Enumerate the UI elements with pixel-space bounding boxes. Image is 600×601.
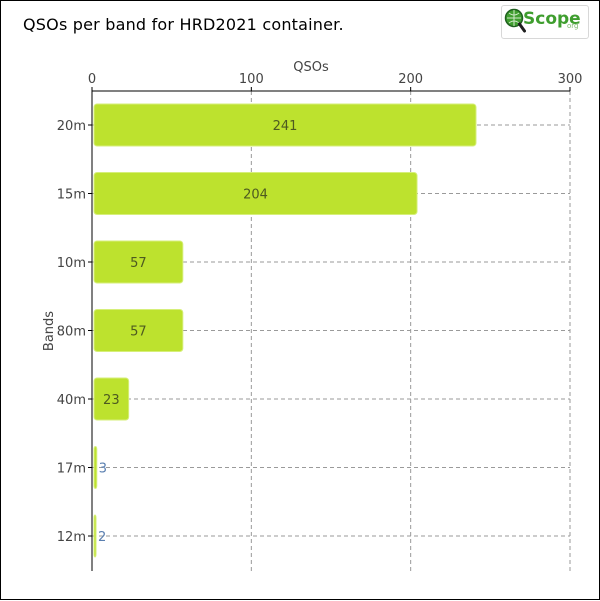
x-tick-label: 0 bbox=[88, 72, 96, 87]
category-label: 10m bbox=[57, 256, 86, 271]
bar-value-label: 241 bbox=[273, 119, 298, 134]
bar bbox=[93, 240, 184, 284]
bar bbox=[93, 514, 97, 558]
category-label: 12m bbox=[57, 530, 86, 545]
bar bbox=[93, 172, 418, 215]
bar bbox=[93, 377, 130, 421]
category-label: 20m bbox=[57, 119, 86, 134]
y-axis-label: Bands bbox=[42, 311, 57, 351]
logo-wordmark: Scope bbox=[523, 9, 581, 29]
qscope-logo: Scope org bbox=[501, 5, 589, 39]
x-axis-label: QSOs bbox=[293, 60, 329, 75]
bar bbox=[93, 309, 184, 352]
category-label: 17m bbox=[57, 462, 86, 477]
bar-value-label: 23 bbox=[103, 393, 120, 408]
chart-title: QSOs per band for HRD2021 container. bbox=[23, 15, 344, 34]
x-tick-label: 300 bbox=[558, 72, 583, 87]
bar-value-label: 2 bbox=[98, 530, 106, 545]
bar bbox=[93, 446, 98, 489]
category-label: 80m bbox=[57, 325, 86, 340]
x-tick-label: 200 bbox=[398, 72, 423, 87]
logo-suffix: org bbox=[567, 22, 579, 30]
x-tick-label: 100 bbox=[239, 72, 264, 87]
bar-value-label: 57 bbox=[130, 325, 147, 340]
bar-value-label: 204 bbox=[243, 188, 268, 203]
magnifier-globe-icon bbox=[504, 8, 526, 33]
bar bbox=[93, 103, 477, 147]
bar-value-label: 3 bbox=[99, 462, 107, 477]
category-label: 15m bbox=[57, 188, 86, 203]
bar-value-label: 57 bbox=[130, 256, 147, 271]
category-label: 40m bbox=[57, 393, 86, 408]
